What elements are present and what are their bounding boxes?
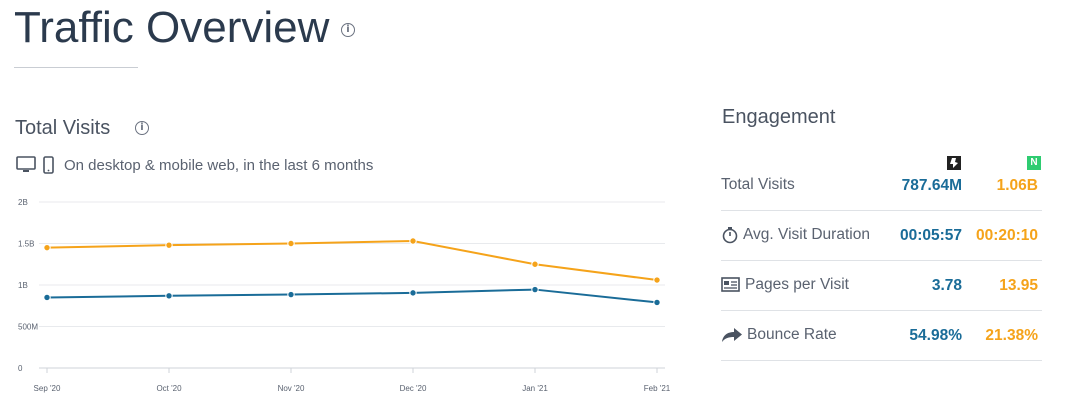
visits-subtitle-text: On desktop & mobile web, in the last 6 m… <box>64 156 374 174</box>
y-tick-label: 2B <box>18 198 28 207</box>
engagement-label-text: Pages per Visit <box>745 276 849 293</box>
x-tick-label: Dec '20 <box>400 384 427 393</box>
mobile-icon <box>43 156 54 174</box>
pages-icon <box>721 276 745 294</box>
data-point <box>165 241 173 249</box>
data-point <box>531 260 539 268</box>
x-tick-label: Feb '21 <box>644 384 671 393</box>
total-visits-chart: 0 500M 1B 1.5B 2B Sep '20 Oct '20 Nov '20 Dec '2… <box>18 198 671 393</box>
page-title: Traffic Overview <box>14 3 330 52</box>
visits-subtitle: On desktop & mobile web, in the last 6 m… <box>16 156 373 174</box>
total-visits-title: Total Visits <box>15 117 111 139</box>
engagement-row-label: Total Visits <box>721 176 795 194</box>
series-line-0 <box>46 240 658 282</box>
y-tick-label: 1B <box>18 281 28 290</box>
data-point <box>287 290 295 299</box>
info-icon[interactable]: i <box>341 23 355 37</box>
info-icon[interactable]: i <box>135 121 149 135</box>
data-point <box>409 237 417 245</box>
engagement-value-site1: 54.98% <box>909 327 962 344</box>
engagement-row-label: Bounce Rate <box>721 326 837 344</box>
engagement-value-site2: 00:20:10 <box>975 227 1038 244</box>
engagement-row: Bounce Rate 54.98% 21.38% <box>721 310 1042 361</box>
engagement-row-label: Pages per Visit <box>721 276 849 294</box>
engagement-label-text: Total Visits <box>721 176 795 193</box>
share-arrow-icon <box>721 326 747 344</box>
x-tick-label: Sep '20 <box>34 384 61 393</box>
x-tick-label: Nov '20 <box>278 384 305 393</box>
engagement-title: Engagement <box>722 106 836 128</box>
x-tick-label: Oct '20 <box>156 384 182 393</box>
engagement-value-site2: 1.06B <box>996 177 1038 194</box>
desktop-icon <box>16 156 36 172</box>
engagement-value-site1: 00:05:57 <box>899 227 962 244</box>
site-n-icon: N <box>1027 156 1041 170</box>
engagement-row: Avg. Visit Duration 00:05:57 00:20:10 <box>721 210 1042 261</box>
data-point <box>43 293 51 302</box>
engagement-value-site2: 21.38% <box>985 327 1038 344</box>
engagement-row: Total Visits 787.64M 1.06B <box>721 160 1042 211</box>
data-point <box>653 276 661 284</box>
series-line-1 <box>46 288 658 304</box>
x-tick-label: Jan '21 <box>522 384 548 393</box>
data-point <box>531 285 539 294</box>
data-point <box>409 289 417 297</box>
engagement-value-site1: 787.64M <box>901 177 962 194</box>
engagement-value-site2: 13.95 <box>999 277 1038 294</box>
y-tick-label: 500M <box>18 323 38 332</box>
engagement-label-text: Avg. Visit Duration <box>743 226 870 243</box>
engagement-value-site1: 3.78 <box>931 277 962 294</box>
site-logo-icon <box>947 156 961 170</box>
y-tick-label: 1.5B <box>18 240 34 249</box>
stopwatch-icon <box>721 226 743 244</box>
data-point <box>43 243 51 252</box>
title-divider <box>14 67 138 68</box>
data-point <box>165 292 173 300</box>
y-tick-label: 0 <box>18 364 23 373</box>
engagement-row-label: Avg. Visit Duration <box>721 226 870 244</box>
data-point <box>287 239 295 248</box>
data-point <box>653 298 661 307</box>
engagement-label-text: Bounce Rate <box>747 326 837 343</box>
engagement-row: Pages per Visit 3.78 13.95 <box>721 260 1042 311</box>
